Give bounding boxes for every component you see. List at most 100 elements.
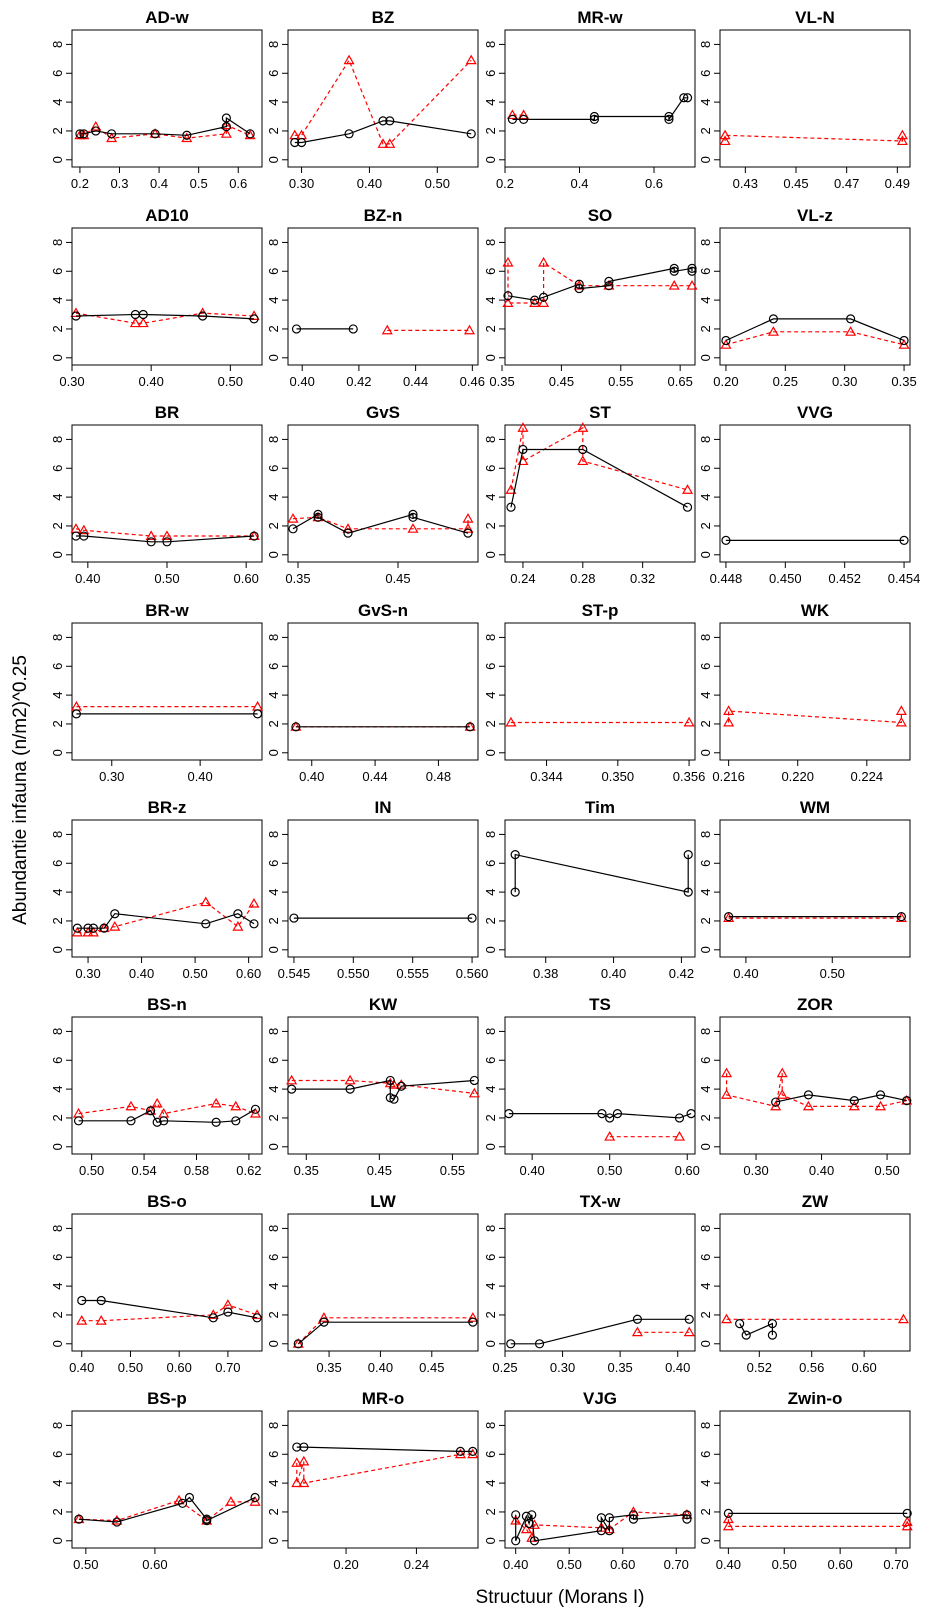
data-point-triangle	[896, 135, 908, 146]
y-tick-label: 6	[698, 1254, 713, 1261]
y-tick-label: 2	[483, 522, 498, 529]
data-point-triangle	[342, 523, 354, 533]
y-tick-label: 8	[483, 831, 498, 838]
data-point-circle	[518, 444, 528, 455]
x-tick-label: 0.60	[236, 966, 261, 981]
panel-br: BR 0 2 4 6 8 0.40 0.50 0.60	[50, 403, 263, 586]
panel-so: SO 0 2 4 6 8 0.35 0.45 0.55 0.65	[483, 206, 698, 389]
x-tick-label: 0.30	[75, 966, 100, 981]
data-point-circle	[687, 263, 697, 273]
x-tick-label: 0.356	[673, 769, 706, 784]
data-point-circle	[202, 1515, 212, 1526]
data-point-circle	[511, 1510, 521, 1520]
x-tick-label: 0.2	[71, 176, 89, 191]
data-point-circle	[75, 129, 85, 139]
panel-bs-p: BS-p 0 2 4 6 8 0.50 0.60	[50, 1389, 263, 1572]
data-point-circle	[612, 1109, 623, 1119]
data-point-triangle	[129, 317, 141, 328]
x-tick-label: 0.40	[716, 1557, 741, 1572]
y-tick-label: 4	[50, 691, 65, 698]
data-point-circle	[902, 1096, 912, 1106]
y-tick-label: 4	[698, 296, 713, 303]
y-tick-label: 6	[483, 268, 498, 275]
panel-title: BZ-n	[364, 206, 403, 225]
data-point-triangle	[577, 455, 589, 466]
panel-mr-w: MR-w 0 2 4 6 8 0.2 0.4 0.6	[483, 8, 696, 191]
y-tick-label: 4	[266, 296, 281, 303]
data-point-circle	[290, 137, 300, 148]
data-point-triangle	[895, 912, 907, 923]
y-tick-label: 4	[50, 296, 65, 303]
data-point-triangle	[407, 523, 419, 533]
data-point-circle	[768, 314, 779, 324]
y-tick-label: 6	[266, 1254, 281, 1261]
plot-frame	[719, 1410, 911, 1549]
plot-frame	[504, 1410, 696, 1549]
series-line-black	[75, 313, 255, 320]
x-tick-label: 0.35	[489, 374, 514, 389]
y-tick-label: 0	[483, 1340, 498, 1347]
data-point-triangle	[98, 922, 110, 933]
panel-title: VJG	[583, 1389, 617, 1408]
y-tick-label: 0	[50, 1537, 65, 1544]
data-point-triangle	[897, 1313, 909, 1324]
y-tick-label: 0	[698, 156, 713, 163]
y-tick-label: 8	[483, 239, 498, 246]
plot-frame	[719, 227, 911, 366]
x-tick-label: 0.62	[236, 1163, 261, 1178]
data-point-triangle	[95, 1315, 107, 1325]
panel-kw: KW 0 2 4 6 8 0.35 0.45 0.55	[266, 995, 480, 1178]
y-tick-label: 4	[50, 493, 65, 500]
x-tick-label: 0.50	[772, 1557, 797, 1572]
x-tick-label: 0.43	[733, 176, 758, 191]
y-tick-label: 0	[50, 749, 65, 756]
y-tick-label: 6	[698, 663, 713, 670]
data-point-circle	[529, 1536, 540, 1546]
data-point-circle	[313, 512, 323, 522]
data-point-circle	[77, 1295, 87, 1306]
x-tick-label: 0.40	[368, 1360, 393, 1375]
data-point-triangle	[137, 317, 149, 328]
panel-title: ST-p	[582, 601, 619, 620]
y-axis-label: Abundantie infauna (n/m2)^0.25	[10, 655, 31, 925]
panel-title: IN	[375, 798, 392, 817]
x-tick-label: 0.30	[743, 1163, 768, 1178]
x-tick-label: 0.42	[669, 966, 694, 981]
data-point-circle	[463, 528, 473, 538]
data-point-circle	[875, 1090, 886, 1100]
data-point-triangle	[722, 1520, 734, 1531]
y-tick-label: 0	[266, 1340, 281, 1347]
y-tick-label: 2	[50, 325, 65, 332]
data-point-triangle	[73, 1513, 85, 1524]
data-point-circle	[574, 283, 584, 294]
data-point-triangle	[577, 422, 589, 432]
data-point-triangle	[181, 132, 193, 143]
y-tick-label: 4	[50, 98, 65, 105]
data-point-circle	[71, 709, 82, 719]
data-point-circle	[604, 276, 614, 286]
data-point-circle	[126, 1116, 136, 1126]
plot-frame	[287, 227, 479, 366]
y-tick-label: 8	[483, 41, 498, 48]
data-point-circle	[723, 1508, 733, 1518]
series-line-red	[296, 1453, 473, 1484]
x-tick-label: 0.35	[316, 1360, 341, 1375]
x-tick-label: 0.49	[885, 176, 910, 191]
data-point-triangle	[502, 297, 514, 307]
y-tick-label: 8	[266, 1028, 281, 1035]
data-point-circle	[159, 1116, 169, 1126]
plot-frame	[504, 1213, 696, 1352]
y-tick-label: 4	[483, 493, 498, 500]
data-point-circle	[152, 1117, 162, 1127]
y-tick-label: 0	[50, 1340, 65, 1347]
panel-title: LW	[370, 1192, 396, 1211]
panel-title: VL-z	[797, 206, 833, 225]
panel-title: Zwin-o	[788, 1389, 843, 1408]
x-tick-label: 0.55	[440, 1163, 465, 1178]
x-tick-label: 0.42	[346, 374, 371, 389]
y-tick-label: 2	[50, 127, 65, 134]
y-tick-label: 8	[50, 436, 65, 443]
x-tick-label: 0.30	[99, 769, 124, 784]
data-point-circle	[682, 502, 693, 512]
panel-title: GvS	[366, 403, 400, 422]
